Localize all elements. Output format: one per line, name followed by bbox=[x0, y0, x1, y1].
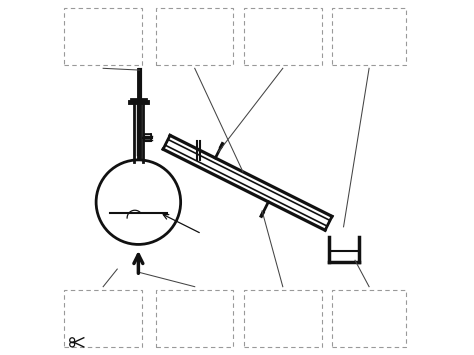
Bar bbox=[64, 290, 142, 346]
Bar bbox=[64, 9, 142, 65]
Bar bbox=[156, 9, 234, 65]
Bar bbox=[145, 134, 151, 141]
Bar bbox=[332, 9, 406, 65]
Bar bbox=[156, 290, 234, 346]
Bar bbox=[244, 290, 321, 346]
Bar bbox=[244, 9, 321, 65]
Bar bbox=[332, 290, 406, 346]
